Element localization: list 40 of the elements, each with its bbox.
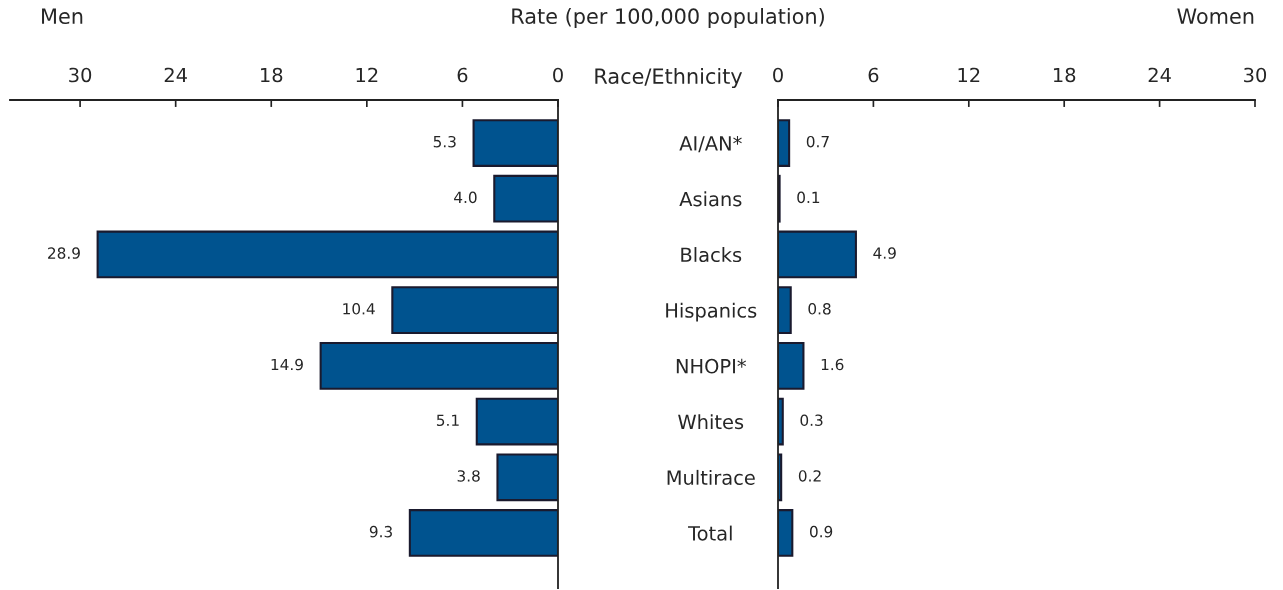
x-tick-label: 12 — [958, 67, 980, 83]
data-label: 28.9 — [48, 247, 80, 259]
data-label: 0.2 — [798, 470, 821, 482]
y-tick-label: Asians — [679, 191, 742, 207]
x-tick-label: 30 — [1244, 67, 1267, 83]
data-label: 0.9 — [809, 525, 833, 538]
data-label: 4.9 — [873, 247, 896, 259]
y-tick-label: Whites — [678, 414, 744, 430]
data-label: 14.9 — [271, 358, 303, 371]
chart-title: Women — [1177, 8, 1254, 25]
x-tick-label: 30 — [69, 67, 92, 83]
x-tick-label: 6 — [868, 67, 879, 83]
data-label: 0.3 — [800, 414, 823, 426]
x-tick-label: 18 — [1053, 67, 1076, 83]
x-tick-label: 18 — [261, 67, 283, 83]
y-tick-label: Total — [688, 525, 732, 541]
x-tick-label: 0 — [553, 67, 563, 83]
chart-title: Men — [42, 8, 83, 25]
y-tick-label: Blacks — [681, 247, 742, 263]
y-tick-label: Multirace — [667, 469, 755, 485]
data-label: 0.7 — [806, 135, 829, 148]
data-label: 1.6 — [821, 358, 844, 371]
data-label: 0.8 — [808, 303, 831, 315]
y-tick-label: AI/AN* — [679, 135, 742, 153]
data-label: 5.1 — [436, 414, 459, 426]
data-label: 4.0 — [454, 191, 477, 204]
data-label: 5.3 — [433, 135, 456, 148]
data-label: 10.4 — [343, 303, 375, 315]
y-tick-label: NHOPI* — [676, 358, 747, 374]
x-tick-label: 6 — [457, 67, 468, 83]
data-label: 9.3 — [369, 525, 392, 538]
y-tick-label: Hispanics — [666, 302, 757, 322]
x-tick-label: 24 — [1148, 67, 1171, 83]
x-axis-title: Rate (per 100,000 population) — [512, 7, 824, 29]
data-label: 0.1 — [797, 191, 820, 204]
y-axis-title: Race/Ethnicity — [595, 67, 743, 89]
data-label: 3.8 — [457, 470, 480, 482]
x-tick-label: 0 — [773, 67, 783, 83]
x-tick-label: 24 — [164, 67, 187, 83]
x-tick-label: 12 — [356, 67, 378, 83]
